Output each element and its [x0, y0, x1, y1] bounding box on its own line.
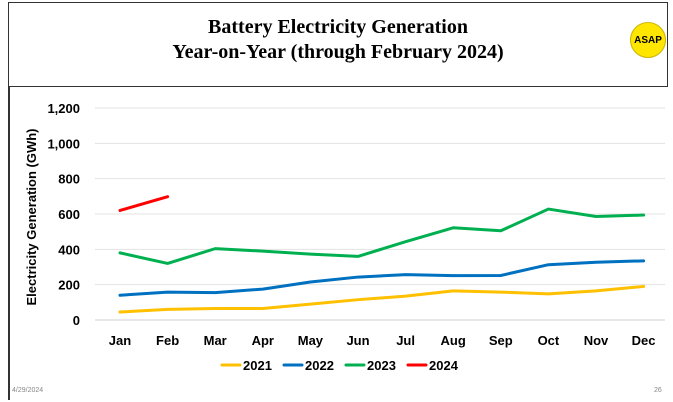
legend: 2021 2022 2023 2024 [220, 358, 459, 373]
x-tick-aug: Aug [441, 333, 466, 348]
x-tick-labels: Jan Feb Mar Apr May Jun Jul Aug Sep Oct Nov Dec [109, 333, 656, 348]
x-tick-jan: Jan [109, 333, 131, 348]
x-tick-nov: Nov [584, 333, 609, 348]
legend-label-2023: 2023 [367, 358, 396, 373]
legend-label-2022: 2022 [305, 358, 334, 373]
y-tick-1200: 1,200 [47, 101, 80, 116]
x-tick-dec: Dec [632, 333, 656, 348]
legend-label-2021: 2021 [243, 358, 272, 373]
x-tick-jul: Jul [396, 333, 415, 348]
slide-title: Battery Electricity Generation Year-on-Y… [9, 15, 667, 65]
y-tick-800: 800 [58, 172, 80, 187]
series-line-2023 [118, 207, 646, 265]
series-lines [118, 195, 646, 314]
y-tick-200: 200 [58, 278, 80, 293]
y-tick-labels: 0 200 400 600 800 1,000 1,200 [47, 101, 80, 328]
title-line-1: Battery Electricity Generation [208, 16, 468, 38]
series-line-2024 [118, 195, 170, 212]
series-line-2022 [118, 259, 646, 297]
y-tick-1000: 1,000 [47, 136, 80, 151]
y-tick-600: 600 [58, 207, 80, 222]
page-number: 26 [654, 387, 662, 394]
x-tick-sep: Sep [489, 333, 513, 348]
x-tick-mar: Mar [204, 333, 227, 348]
y-axis-label: Electricity Generation (GWh) [24, 129, 39, 306]
y-tick-0: 0 [73, 313, 80, 328]
asap-logo: ASAP [630, 22, 666, 58]
slide-header: Battery Electricity Generation Year-on-Y… [8, 2, 668, 87]
x-tick-apr: Apr [252, 333, 274, 348]
logo-text: ASAP [634, 34, 662, 46]
x-tick-feb: Feb [156, 333, 179, 348]
x-tick-oct: Oct [538, 333, 560, 348]
gridlines [95, 107, 665, 321]
slide-date: 4/29/2024 [12, 387, 44, 394]
y-tick-400: 400 [58, 242, 80, 257]
title-line-2: Year-on-Year (through February 2024) [172, 41, 504, 63]
x-tick-jun: Jun [346, 333, 369, 348]
x-tick-may: May [298, 333, 324, 348]
series-line-2021 [118, 284, 646, 314]
legend-label-2024: 2024 [429, 358, 459, 373]
left-border-rule [8, 87, 10, 400]
